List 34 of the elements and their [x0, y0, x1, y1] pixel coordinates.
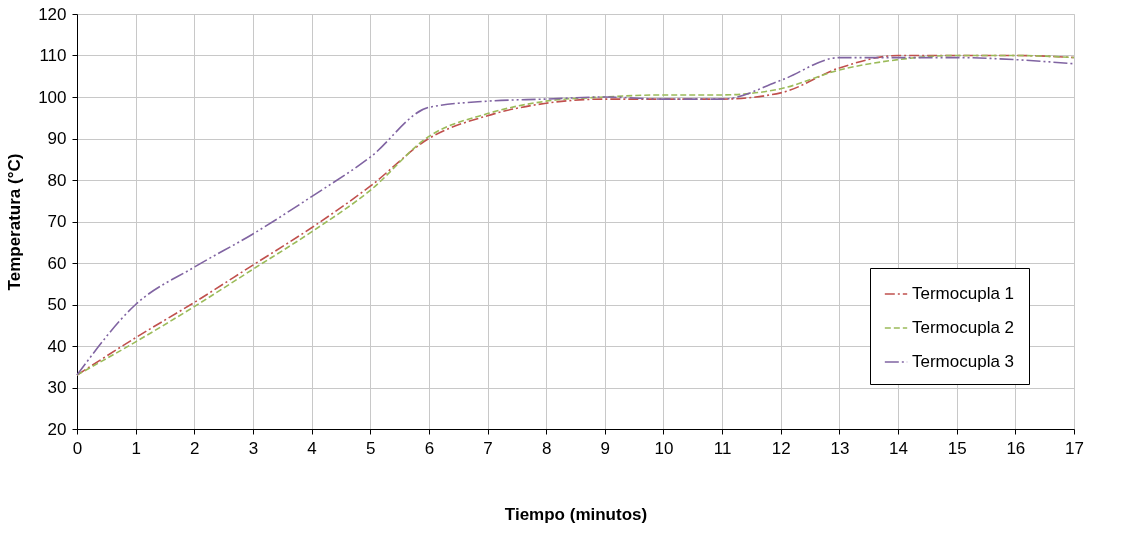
x-tick-label: 4	[307, 438, 317, 458]
x-axis-title: Tiempo (minutos)	[504, 504, 648, 524]
x-tick-label: 11	[713, 438, 732, 458]
x-tick-label: 3	[248, 438, 259, 458]
x-tick-label: 10	[654, 438, 674, 458]
x-tick-label: 12	[771, 438, 791, 458]
x-tick-label: 6	[424, 438, 435, 458]
y-tick-label: 60	[47, 253, 67, 273]
y-tick-label: 20	[47, 419, 67, 439]
y-tick-label: 80	[47, 170, 67, 190]
x-tick-label: 17	[1065, 438, 1084, 458]
y-tick-label: 120	[38, 4, 67, 24]
x-tick-label: 5	[366, 438, 376, 458]
y-tick-label: 70	[47, 212, 67, 231]
x-tick-label: 14	[889, 438, 909, 458]
legend-label: Termocupla 2	[912, 318, 1015, 337]
x-tick-label: 9	[600, 438, 611, 458]
x-tick-label: 8	[541, 438, 552, 458]
y-tick-label: 100	[38, 87, 67, 107]
legend-label: Termocupla 3	[912, 352, 1015, 371]
x-tick-label: 13	[830, 438, 850, 458]
y-tick-label: 40	[47, 336, 67, 356]
x-tick-label: 2	[190, 438, 200, 458]
x-tick-label: 16	[1006, 438, 1026, 458]
x-tick-label: 15	[947, 438, 967, 458]
y-tick-label: 110	[39, 46, 67, 65]
x-tick-label: 1	[131, 438, 141, 458]
x-tick-label: 7	[483, 438, 493, 458]
y-tick-label: 30	[47, 378, 67, 397]
y-tick-label: 50	[47, 295, 67, 314]
legend-label: Termocupla 1	[912, 284, 1015, 303]
x-tick-label: 0	[72, 438, 83, 458]
y-tick-label: 90	[47, 129, 67, 148]
y-axis-title: Temperatura (°C)	[5, 153, 25, 291]
